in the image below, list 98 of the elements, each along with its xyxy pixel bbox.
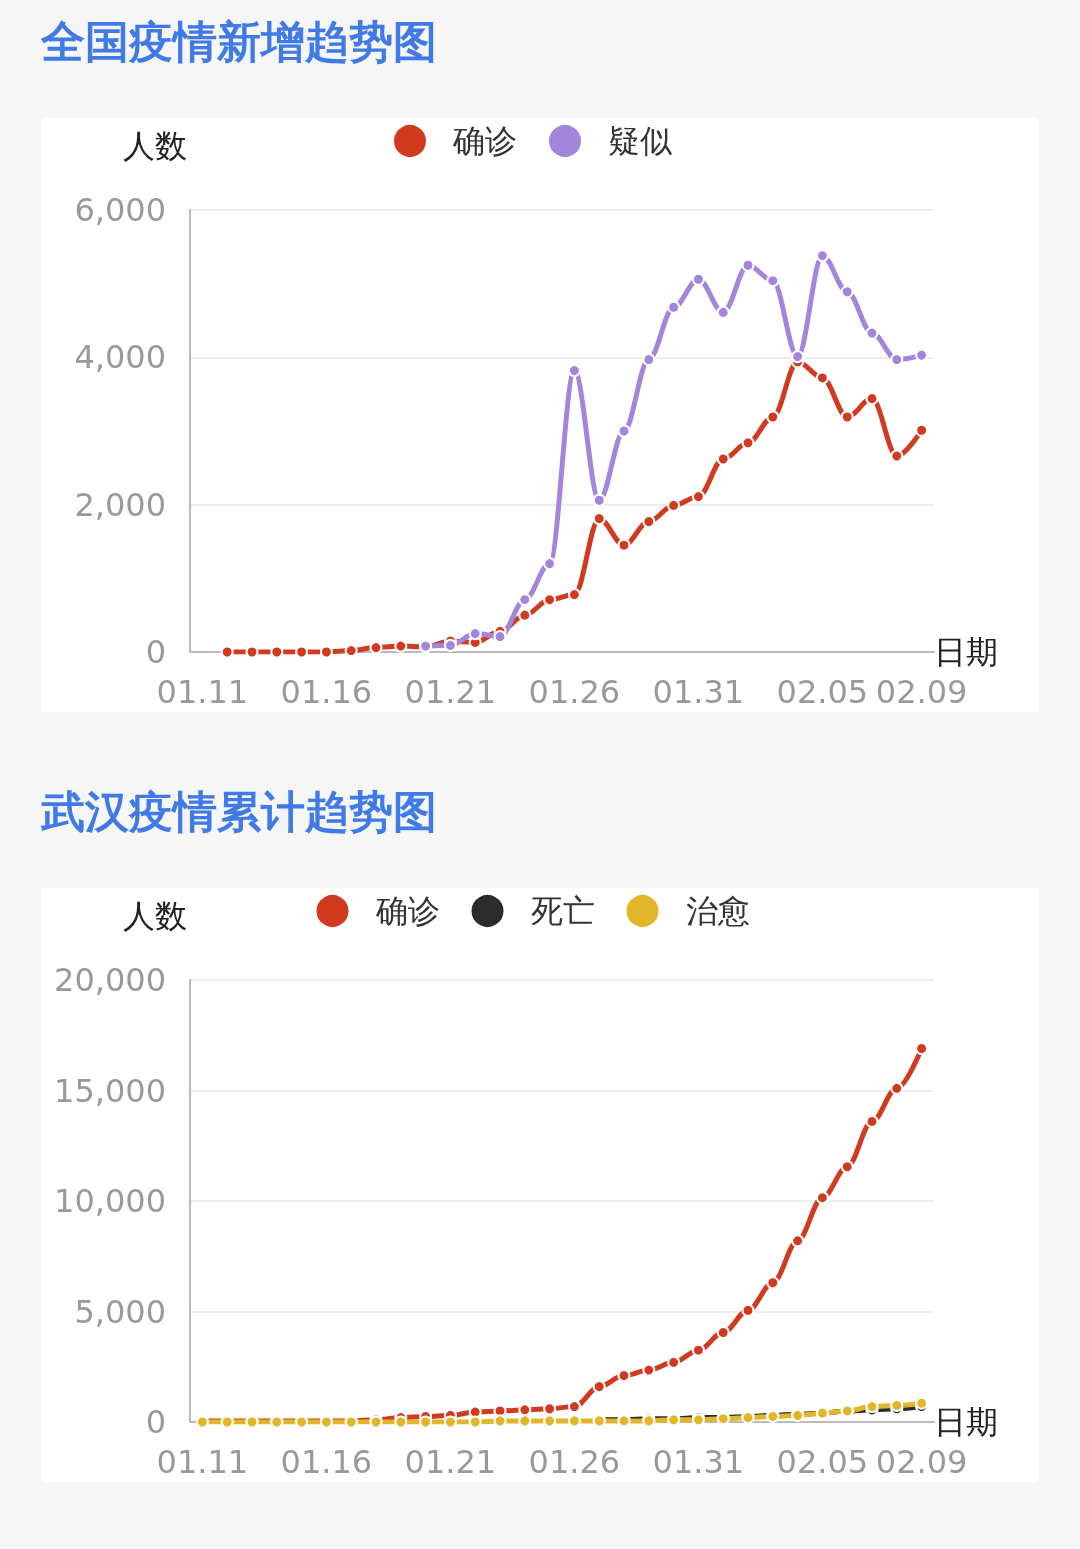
point <box>543 1414 557 1428</box>
point <box>691 272 705 286</box>
point <box>766 410 780 424</box>
point <box>642 353 656 367</box>
point <box>815 371 829 385</box>
legend-label: 死亡 <box>530 892 595 930</box>
point <box>865 1114 879 1128</box>
point <box>716 1326 730 1339</box>
point <box>543 593 557 607</box>
point <box>815 1191 829 1205</box>
point <box>865 392 879 406</box>
point <box>691 1343 705 1357</box>
point <box>518 608 532 622</box>
point <box>915 1396 929 1410</box>
point <box>667 498 681 512</box>
y-tick-label: 0 <box>145 633 166 671</box>
point <box>592 493 606 507</box>
y-tick-label: 2,000 <box>74 485 166 524</box>
point <box>815 249 829 263</box>
point <box>295 645 309 659</box>
point <box>741 1303 755 1317</box>
y-tick-label: 10,000 <box>54 1182 166 1220</box>
x-tick-label: 02.05 <box>776 673 869 711</box>
point <box>592 512 606 526</box>
x-tick-label: 01.16 <box>280 1443 373 1481</box>
point <box>865 326 879 340</box>
y-tick-label: 15,000 <box>54 1071 166 1110</box>
x-tick-label: 01.11 <box>156 673 249 711</box>
x-tick-label: 01.21 <box>404 1443 497 1481</box>
point <box>642 1363 656 1377</box>
point <box>468 1415 482 1429</box>
x-tick-label: 01.11 <box>156 1443 249 1481</box>
y-tick-label: 0 <box>145 1403 166 1441</box>
point <box>617 538 631 552</box>
point <box>319 645 333 659</box>
point <box>394 1415 408 1429</box>
point <box>419 1415 433 1429</box>
chart-title: 武汉疫情累计趋势图 <box>40 785 437 837</box>
point <box>369 641 383 655</box>
point <box>567 364 581 378</box>
y-axis-title: 人数 <box>123 897 187 935</box>
point <box>766 274 780 288</box>
point <box>394 639 408 653</box>
point <box>890 449 904 463</box>
point <box>667 300 681 314</box>
point <box>791 350 805 364</box>
legend-label: 确诊 <box>374 892 440 930</box>
point <box>617 424 631 438</box>
y-tick-label: 20,000 <box>54 961 166 999</box>
point <box>245 645 259 659</box>
point <box>567 1414 581 1428</box>
point <box>915 1042 929 1056</box>
point <box>791 1234 805 1248</box>
point <box>443 638 457 652</box>
point <box>592 1380 606 1394</box>
legend-label: 疑似 <box>608 122 672 160</box>
point <box>716 305 730 319</box>
point <box>741 258 755 272</box>
point <box>220 645 234 659</box>
point <box>716 452 730 466</box>
x-tick-label: 01.31 <box>652 1443 745 1481</box>
x-axis-title: 日期 <box>934 1403 998 1441</box>
x-tick-label: 01.31 <box>652 673 745 711</box>
chart-title: 全国疫情新增趋势图 <box>40 15 437 67</box>
x-tick-label: 01.21 <box>404 673 497 711</box>
point <box>443 1415 457 1429</box>
point <box>667 1355 681 1369</box>
y-tick-label: 5,000 <box>74 1292 166 1331</box>
y-tick-label: 6,000 <box>74 191 166 229</box>
point <box>840 285 854 299</box>
x-tick-label: 01.26 <box>528 1443 621 1481</box>
point <box>840 410 854 424</box>
y-tick-label: 4,000 <box>74 338 166 377</box>
x-tick-label: 02.09 <box>875 673 968 711</box>
legend-label: 治愈 <box>685 892 750 930</box>
y-axis-title: 人数 <box>123 127 187 165</box>
point <box>915 423 929 437</box>
point <box>915 348 929 362</box>
point <box>543 557 557 571</box>
point <box>518 1414 532 1428</box>
x-tick-label: 01.26 <box>528 673 621 711</box>
x-tick-label: 01.16 <box>280 673 373 711</box>
point <box>890 1081 904 1095</box>
point <box>642 515 656 529</box>
point <box>270 645 284 659</box>
point <box>617 1369 631 1383</box>
point <box>766 1276 780 1290</box>
point <box>840 1160 854 1174</box>
point <box>493 1414 507 1428</box>
point <box>518 1403 532 1417</box>
point <box>518 593 532 607</box>
point <box>468 627 482 641</box>
x-tick-label: 02.09 <box>875 1443 968 1481</box>
x-tick-label: 02.05 <box>776 1443 869 1481</box>
x-axis-title: 日期 <box>934 633 998 671</box>
point <box>543 1402 557 1416</box>
point <box>741 436 755 450</box>
legend-label: 确诊 <box>452 122 517 160</box>
